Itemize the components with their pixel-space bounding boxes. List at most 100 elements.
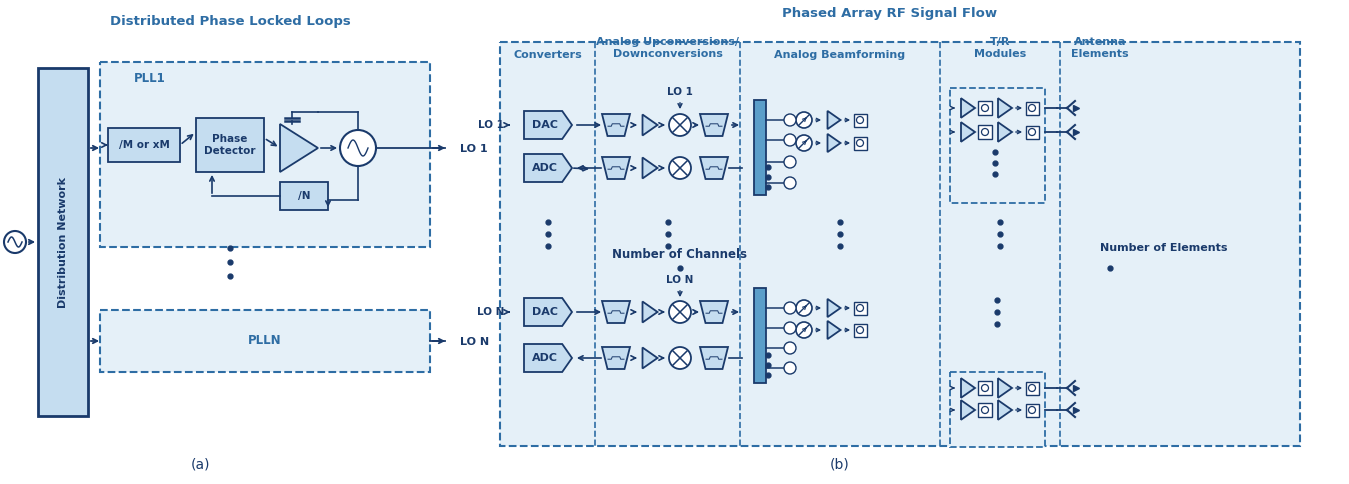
Polygon shape: [998, 400, 1012, 420]
Circle shape: [857, 327, 863, 333]
Text: (a): (a): [190, 458, 209, 472]
Circle shape: [796, 300, 812, 316]
Circle shape: [4, 231, 26, 253]
Polygon shape: [602, 157, 630, 179]
Circle shape: [340, 130, 376, 166]
Circle shape: [784, 302, 796, 314]
Circle shape: [1028, 407, 1036, 413]
Circle shape: [784, 322, 796, 334]
Circle shape: [784, 177, 796, 189]
Polygon shape: [960, 400, 975, 420]
Polygon shape: [827, 134, 840, 152]
Circle shape: [1028, 128, 1036, 136]
Text: PLLN: PLLN: [248, 334, 282, 348]
Bar: [978, 403, 992, 417]
Text: PLL1: PLL1: [134, 73, 166, 86]
Circle shape: [796, 112, 812, 128]
Polygon shape: [827, 321, 840, 339]
Circle shape: [1028, 105, 1036, 111]
Circle shape: [982, 128, 989, 136]
Polygon shape: [700, 347, 728, 369]
Text: T/R
Modules: T/R Modules: [974, 37, 1027, 59]
Text: LO N: LO N: [476, 307, 505, 317]
Circle shape: [857, 117, 863, 123]
Bar: [500, 42, 1300, 446]
Polygon shape: [700, 157, 728, 179]
Polygon shape: [998, 98, 1012, 118]
Polygon shape: [827, 299, 840, 317]
Polygon shape: [960, 122, 975, 142]
Text: LO N: LO N: [666, 275, 693, 285]
Circle shape: [857, 139, 863, 147]
Bar: [950, 88, 1045, 203]
Circle shape: [784, 342, 796, 354]
Text: Converters: Converters: [514, 50, 583, 60]
Bar: [38, 68, 88, 416]
Text: Phased Array RF Signal Flow: Phased Array RF Signal Flow: [782, 7, 997, 20]
Text: LO N: LO N: [460, 337, 490, 347]
Text: Distributed Phase Locked Loops: Distributed Phase Locked Loops: [109, 15, 351, 29]
Bar: [100, 62, 430, 247]
Bar: [281, 182, 328, 210]
Bar: [754, 100, 766, 195]
Text: /N: /N: [298, 191, 310, 201]
Text: Number of Channels: Number of Channels: [612, 248, 747, 261]
Text: LO 1: LO 1: [478, 120, 505, 130]
Polygon shape: [602, 347, 630, 369]
Text: Number of Elements: Number of Elements: [1099, 243, 1228, 253]
Bar: [978, 101, 992, 115]
Circle shape: [669, 157, 691, 179]
Circle shape: [669, 347, 691, 369]
Bar: [854, 136, 866, 150]
Bar: [854, 302, 866, 315]
Circle shape: [982, 384, 989, 392]
Bar: [108, 128, 179, 162]
Circle shape: [669, 114, 691, 136]
Polygon shape: [700, 301, 728, 323]
Circle shape: [796, 135, 812, 151]
Bar: [978, 125, 992, 139]
Polygon shape: [642, 115, 657, 136]
Text: (b): (b): [830, 458, 850, 472]
Polygon shape: [523, 298, 572, 326]
Polygon shape: [998, 122, 1012, 142]
Polygon shape: [602, 114, 630, 136]
Circle shape: [669, 301, 691, 323]
Bar: [1025, 404, 1039, 417]
Text: DAC: DAC: [532, 120, 557, 130]
Polygon shape: [960, 98, 975, 118]
Polygon shape: [602, 301, 630, 323]
Polygon shape: [523, 111, 572, 139]
Circle shape: [784, 362, 796, 374]
Circle shape: [982, 105, 989, 111]
Polygon shape: [998, 378, 1012, 398]
Circle shape: [784, 134, 796, 146]
Polygon shape: [700, 114, 728, 136]
Text: ADC: ADC: [532, 353, 557, 363]
Text: LO 1: LO 1: [666, 87, 693, 97]
Bar: [1025, 125, 1039, 138]
Bar: [978, 381, 992, 395]
Text: Phase
Detector: Phase Detector: [204, 134, 256, 156]
Bar: [754, 287, 766, 382]
Text: /M or xM: /M or xM: [119, 140, 170, 150]
Polygon shape: [642, 157, 657, 179]
Text: LO 1: LO 1: [460, 144, 487, 154]
Polygon shape: [827, 111, 840, 129]
Bar: [1025, 102, 1039, 115]
Bar: [950, 372, 1045, 447]
Text: ADC: ADC: [532, 163, 557, 173]
Text: Analog Upconversions/
Downconversions: Analog Upconversions/ Downconversions: [596, 37, 739, 59]
Text: DAC: DAC: [532, 307, 557, 317]
Bar: [854, 114, 866, 126]
Circle shape: [784, 156, 796, 168]
Text: Antenna
Elements: Antenna Elements: [1071, 37, 1129, 59]
Polygon shape: [523, 154, 572, 182]
Polygon shape: [523, 344, 572, 372]
Polygon shape: [642, 348, 657, 368]
Bar: [854, 323, 866, 336]
Polygon shape: [642, 302, 657, 322]
Circle shape: [982, 407, 989, 413]
Bar: [1025, 381, 1039, 394]
Circle shape: [857, 304, 863, 312]
